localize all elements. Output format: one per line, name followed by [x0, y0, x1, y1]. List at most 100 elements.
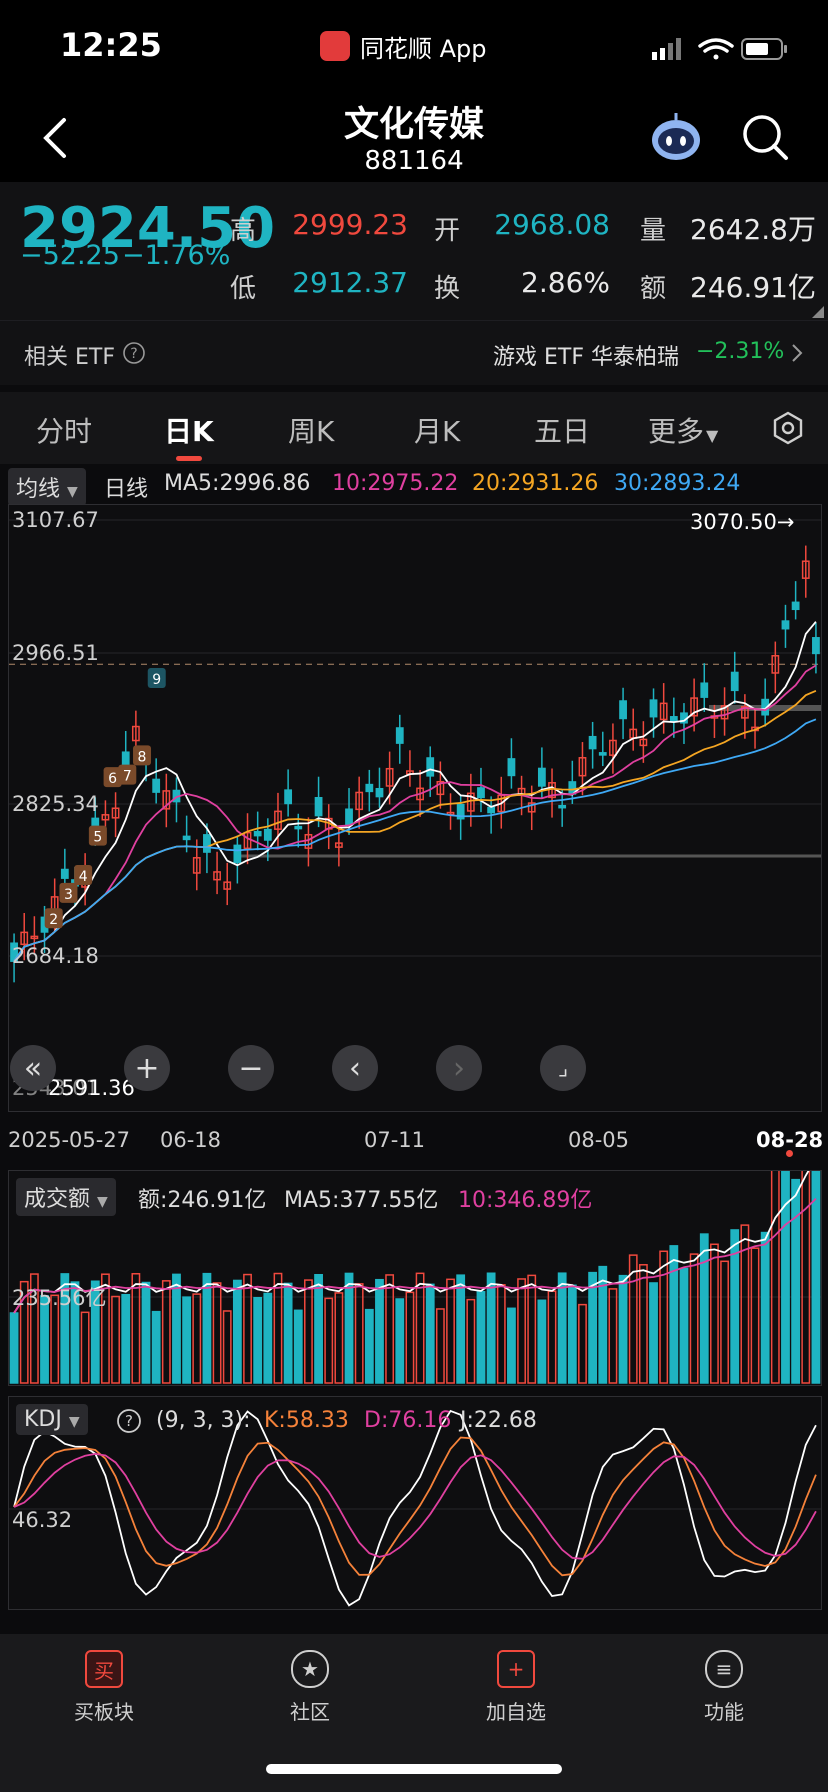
amount-bar: [131, 1273, 141, 1384]
kdj-y-label: 46.32: [12, 1508, 73, 1532]
amount-bar: [243, 1273, 252, 1384]
sequence-label: 8: [138, 749, 147, 765]
page-title: 文化传媒: [343, 105, 484, 145]
tab-daily-k[interactable]: 日K: [164, 415, 214, 448]
tab-monthly-k[interactable]: 月K: [414, 415, 461, 448]
related-etf-row[interactable]: 相关 ETF ? 游戏 ETF 华泰柏瑞 −2.31%: [0, 320, 828, 385]
add-watchlist-button[interactable]: + 加自选: [456, 1650, 576, 1725]
amount-bar: [669, 1245, 679, 1384]
amount-bar: [19, 1280, 29, 1384]
amount-bar: [324, 1297, 334, 1384]
current-day-dot: [786, 1150, 793, 1157]
candle-body: [233, 844, 242, 864]
amount-selector-label: 成交额: [24, 1187, 91, 1212]
candle-body: [60, 868, 69, 879]
functions-button[interactable]: ≡ 功能: [664, 1650, 784, 1725]
candle-body: [700, 682, 709, 698]
add-watchlist-label: 加自选: [486, 1700, 546, 1724]
sequence-badge: [88, 825, 107, 846]
amount-bar: [567, 1284, 577, 1384]
price-change-pct: −1.76%: [122, 240, 231, 271]
minus-icon: −: [238, 1050, 264, 1086]
app-badge[interactable]: 同花顺 App: [320, 28, 487, 64]
kdj-d-line: [13, 1452, 817, 1560]
scroll-right-button[interactable]: ›: [436, 1045, 482, 1091]
active-tab-indicator: [176, 456, 202, 461]
open-label: 开: [434, 216, 461, 246]
sequence-label: 6: [108, 771, 117, 787]
kdj-k: K:58.33: [264, 1408, 349, 1433]
tab-more[interactable]: 更多 ▼: [648, 410, 718, 450]
robot-assistant-icon[interactable]: [650, 110, 702, 162]
amount-bar: [375, 1278, 384, 1384]
amount-chart[interactable]: [8, 1170, 822, 1386]
community-button[interactable]: ★ 社区: [250, 1650, 370, 1725]
candle-body: [294, 825, 303, 830]
candle-body: [740, 706, 749, 719]
ma-selector[interactable]: 均线 ▼: [8, 468, 86, 506]
tab-five-day[interactable]: 五日: [534, 415, 591, 448]
candle-body: [314, 797, 323, 817]
app-logo-icon: [320, 31, 350, 61]
amount-bar: [192, 1293, 202, 1384]
amount-bar: [273, 1272, 283, 1384]
kdj-help-icon[interactable]: ?: [116, 1408, 142, 1434]
ma5-value: MA5:2996.86: [164, 471, 311, 496]
kdj-j-line: [13, 1409, 817, 1607]
kdj-selector-label: KDJ: [24, 1407, 62, 1432]
plus-icon: +: [134, 1050, 160, 1086]
scroll-left-fast-button[interactable]: «: [10, 1045, 56, 1091]
y-label-2: 2966.51: [12, 641, 99, 665]
candle-body: [558, 804, 567, 809]
amount-bar: [699, 1233, 709, 1384]
amount-bar: [161, 1280, 171, 1384]
amount-bar: [232, 1279, 242, 1384]
status-icons: [652, 38, 787, 60]
zoom-out-button[interactable]: −: [228, 1045, 274, 1091]
amount-bar: [172, 1273, 181, 1384]
fullscreen-button[interactable]: ⌟: [540, 1045, 586, 1091]
amount-bar: [334, 1292, 344, 1384]
functions-label: 功能: [704, 1700, 744, 1724]
tab-intraday[interactable]: 分时: [36, 415, 93, 448]
kdj-selector[interactable]: KDJ ▼: [16, 1404, 88, 1435]
period-label: 日线: [104, 477, 149, 502]
caret-down-icon: ▼: [67, 484, 78, 500]
candle-body: [375, 787, 384, 798]
amount-bar: [344, 1272, 354, 1384]
amount-bar: [588, 1271, 598, 1384]
y-label-3: 2825.34: [12, 792, 99, 816]
amount-bar: [638, 1264, 648, 1384]
community-label: 社区: [290, 1700, 330, 1724]
amount-selector[interactable]: 成交额 ▼: [16, 1178, 116, 1216]
amount-bar: [354, 1283, 364, 1384]
kline-svg: 234 5 6 78 9: [9, 519, 821, 983]
candle-body: [355, 791, 364, 811]
amount-bar: [80, 1311, 90, 1384]
y-label-top: 3107.67: [12, 508, 99, 532]
double-chevron-left-icon: «: [23, 1050, 43, 1086]
current-price: 2924.50: [20, 196, 276, 261]
settings-hexagon-icon[interactable]: [770, 410, 806, 446]
candle-body: [537, 767, 546, 787]
candle-body: [131, 725, 140, 742]
amount-bar: [466, 1298, 476, 1384]
nav-bar: 文化传媒 881164: [0, 90, 828, 182]
candle-body: [456, 803, 465, 820]
status-time: 12:25: [60, 26, 162, 64]
help-icon[interactable]: ?: [122, 341, 146, 365]
tab-weekly-k[interactable]: 周K: [288, 415, 335, 448]
zoom-in-button[interactable]: +: [124, 1045, 170, 1091]
kdj-svg: [9, 1409, 821, 1607]
search-icon[interactable]: [740, 112, 790, 162]
scroll-left-button[interactable]: ‹: [332, 1045, 378, 1091]
amount-value: 额:246.91亿: [138, 1188, 267, 1213]
volume-label: 量: [640, 216, 667, 246]
buy-sector-button[interactable]: 买 买板块: [44, 1650, 164, 1725]
corner-expand-icon: [812, 306, 824, 318]
amount-label: 额: [640, 274, 667, 304]
kdj-chart[interactable]: [8, 1396, 822, 1610]
candle-body: [477, 787, 485, 799]
back-icon[interactable]: [40, 116, 70, 160]
